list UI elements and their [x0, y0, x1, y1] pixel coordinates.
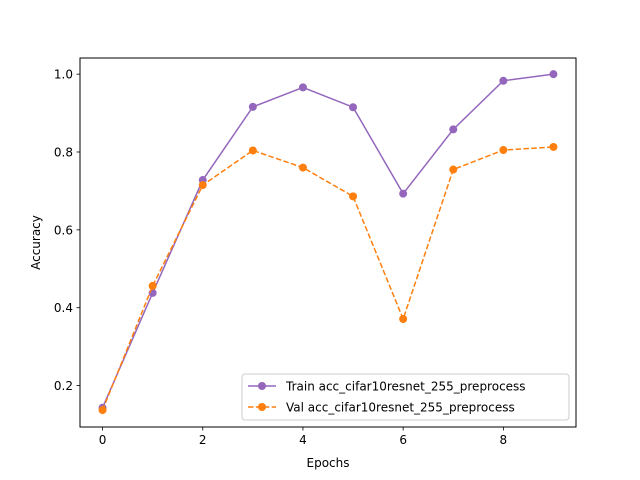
- legend-marker-train: [258, 382, 266, 390]
- x-axis-label: Epochs: [307, 456, 350, 470]
- y-tick-label: 0.8: [54, 146, 73, 160]
- val-accuracy-point: [349, 192, 358, 201]
- train-accuracy-point: [298, 83, 307, 92]
- x-tick-label: 8: [500, 433, 508, 447]
- axes-frame: [79, 57, 577, 428]
- train-accuracy-point: [499, 76, 508, 85]
- val-accuracy-point: [248, 146, 257, 155]
- val-accuracy-point: [549, 142, 558, 151]
- val-accuracy-point: [499, 146, 508, 155]
- train-accuracy-line: [101, 73, 554, 409]
- legend-label-train: Train acc_cifar10resnet_255_preprocess: [285, 380, 526, 394]
- val-accuracy-point: [98, 406, 107, 415]
- axis-ticks: 0 2 4 6 8 0.2 0.4 0.6 0.8 1.0: [54, 68, 507, 447]
- val-accuracy-line: [101, 146, 554, 411]
- x-tick-label: 0: [99, 433, 107, 447]
- val-accuracy-point: [148, 281, 157, 290]
- x-tick-label: 4: [299, 433, 307, 447]
- val-accuracy-point: [449, 165, 458, 174]
- y-tick-label: 1.0: [54, 68, 73, 82]
- y-tick-label: 0.2: [54, 379, 73, 393]
- val-accuracy-point: [399, 314, 408, 323]
- train-accuracy-point: [248, 102, 257, 111]
- train-accuracy-point: [549, 70, 558, 79]
- train-accuracy-point: [148, 288, 157, 297]
- y-axis-label: Accuracy: [29, 215, 43, 270]
- val-accuracy-point: [298, 163, 307, 172]
- legend-label-val: Val acc_cifar10resnet_255_preprocess: [286, 401, 515, 415]
- legend-marker-val: [258, 403, 266, 411]
- train-accuracy-point: [349, 103, 358, 112]
- y-tick-label: 0.6: [54, 223, 73, 237]
- y-tick-label: 0.4: [54, 301, 73, 315]
- legend: Train acc_cifar10resnet_255_preprocess V…: [241, 373, 570, 421]
- plot-area: [98, 70, 558, 415]
- legend-box: [241, 373, 570, 421]
- val-accuracy-point: [198, 181, 207, 190]
- x-tick-label: 2: [199, 433, 207, 447]
- train-accuracy-point: [399, 189, 408, 198]
- x-tick-label: 6: [399, 433, 407, 447]
- train-accuracy-point: [449, 125, 458, 134]
